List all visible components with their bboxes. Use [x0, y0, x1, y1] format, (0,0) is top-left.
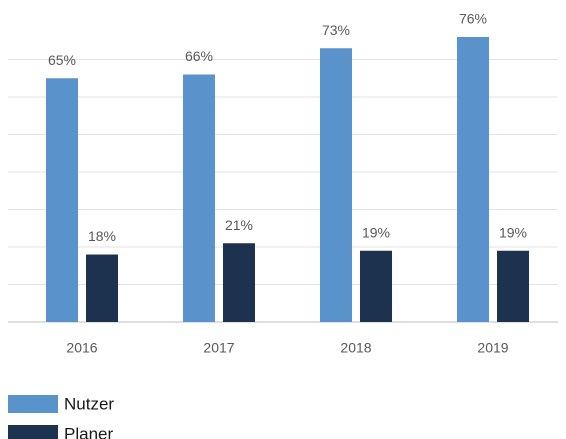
data-label: 66% [185, 48, 213, 64]
bar [183, 74, 215, 322]
data-label: 65% [48, 52, 76, 68]
bar [320, 48, 352, 322]
data-label: 21% [225, 217, 253, 233]
bar [46, 78, 78, 322]
bar [497, 250, 529, 322]
data-label: 19% [499, 224, 527, 240]
x-tick-label: 2018 [340, 340, 371, 356]
legend-swatch [8, 395, 58, 413]
bar [223, 243, 255, 322]
data-label: 19% [362, 224, 390, 240]
legend-label: Nutzer [64, 394, 114, 413]
data-label: 18% [88, 228, 116, 244]
bar [86, 254, 118, 322]
x-tick-label: 2016 [66, 340, 97, 356]
x-tick-label: 2017 [203, 340, 234, 356]
legend-swatch [8, 425, 58, 439]
data-label: 76% [459, 11, 487, 27]
bar [360, 250, 392, 322]
x-tick-label: 2019 [477, 340, 508, 356]
legend-label: Planer [64, 424, 113, 439]
data-label: 73% [322, 22, 350, 38]
bar [457, 37, 489, 322]
